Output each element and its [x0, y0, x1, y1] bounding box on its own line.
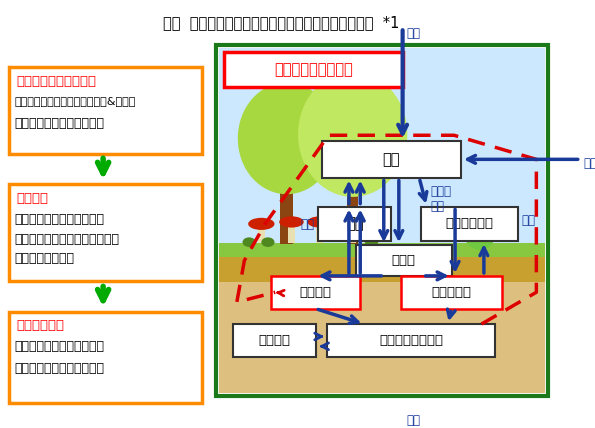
Bar — [322, 141, 461, 178]
Bar — [280, 162, 293, 244]
Text: その後：: その後： — [17, 192, 48, 205]
Bar — [233, 324, 316, 357]
Bar — [219, 255, 545, 282]
Ellipse shape — [464, 213, 496, 250]
Bar — [400, 276, 502, 309]
Text: 林内雨
落葉: 林内雨 落葉 — [431, 185, 452, 213]
Text: 土壌微生物: 土壌微生物 — [431, 286, 472, 299]
Ellipse shape — [248, 218, 274, 230]
Bar — [216, 45, 547, 396]
Bar — [327, 324, 495, 357]
Text: 土壌動物: 土壌動物 — [299, 286, 331, 299]
Text: ・植物の経根吸収: ・植物の経根吸収 — [14, 252, 74, 265]
Bar — [224, 53, 403, 87]
Bar — [421, 207, 518, 241]
Bar — [219, 243, 545, 257]
Text: 吸収: 吸収 — [521, 214, 536, 227]
Text: 有機層: 有機層 — [392, 254, 415, 267]
Bar — [349, 226, 356, 243]
Text: 低木・キノコ: 低木・キノコ — [446, 217, 493, 230]
Bar — [9, 67, 202, 154]
Ellipse shape — [337, 219, 368, 233]
Text: 土壌溶液・可吸態: 土壌溶液・可吸態 — [379, 334, 443, 347]
Bar — [271, 276, 360, 309]
Ellipse shape — [279, 216, 303, 228]
Bar — [318, 207, 392, 241]
Ellipse shape — [365, 238, 378, 247]
Text: ・土壌有機物層の表面付近: ・土壌有機物層の表面付近 — [14, 117, 105, 130]
Text: 最終的には：: 最終的には： — [17, 319, 64, 332]
Text: 含めた土壌表層部に蓄積: 含めた土壌表層部に蓄積 — [14, 362, 105, 374]
Text: 降水: 降水 — [406, 27, 421, 40]
Bar — [9, 184, 202, 281]
Ellipse shape — [261, 238, 274, 247]
Text: ・樹冠から土壌有機物層へ: ・樹冠から土壌有機物層へ — [14, 213, 105, 226]
Bar — [219, 282, 545, 393]
Ellipse shape — [308, 216, 332, 228]
Text: 木部: 木部 — [346, 217, 364, 232]
Bar — [9, 312, 202, 403]
Text: 粒子: 粒子 — [584, 158, 595, 170]
Bar — [258, 224, 265, 243]
Text: ・大部分が土壌有機物層を: ・大部分が土壌有機物層を — [14, 340, 105, 354]
Text: 生物的な循環が重要: 生物的な循環が重要 — [274, 62, 352, 77]
Bar — [288, 222, 295, 243]
Ellipse shape — [238, 83, 336, 194]
Bar — [347, 167, 358, 244]
Ellipse shape — [298, 72, 408, 197]
Text: 図１  森林に沈着した放射性セシウムの長期的な動き  *1: 図１ 森林に沈着した放射性セシウムの長期的な動き *1 — [163, 15, 399, 30]
Ellipse shape — [243, 238, 256, 247]
Text: ・樹冠の葉・枝（一部表面吸収&転流）: ・樹冠の葉・枝（一部表面吸収&転流） — [14, 96, 136, 106]
Text: 樹冠: 樹冠 — [383, 152, 400, 167]
Text: 大気からの沈着直後：: 大気からの沈着直後： — [17, 74, 96, 88]
Text: ・有機物層からその下の土壌へ: ・有機物層からその下の土壌へ — [14, 232, 120, 246]
Text: 吸収: 吸収 — [301, 218, 315, 231]
Text: 流出: 流出 — [406, 413, 421, 427]
Bar — [356, 245, 452, 276]
Bar — [316, 222, 324, 243]
Text: 土壌固相: 土壌固相 — [258, 334, 290, 347]
Bar — [219, 48, 545, 393]
